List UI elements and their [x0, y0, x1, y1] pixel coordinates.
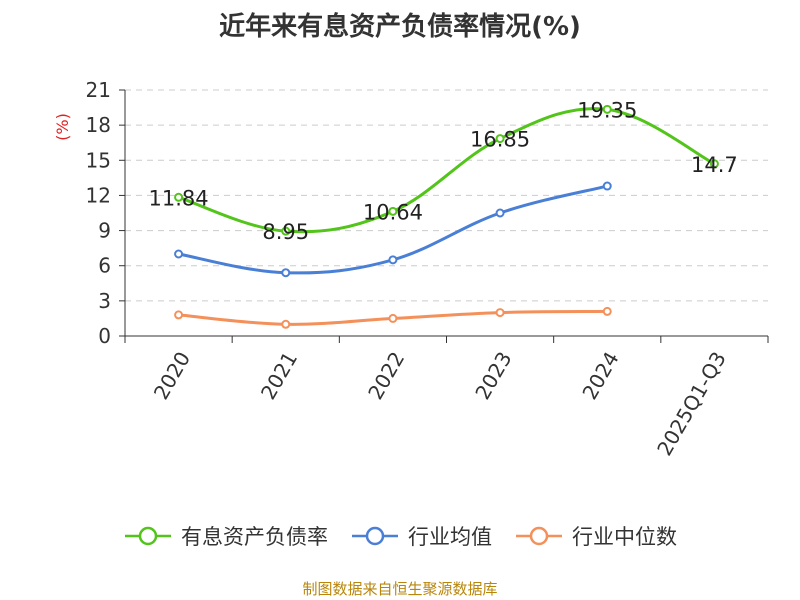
legend-label: 行业均值 [408, 525, 492, 549]
x-tick-label: 2022 [363, 348, 409, 404]
data-label: 11.84 [149, 186, 209, 210]
data-point [281, 319, 291, 329]
legend-label: 有息资产负债率 [181, 525, 328, 549]
legend-item[interactable]: 行业中位数 [514, 521, 677, 551]
data-point [602, 306, 612, 316]
legend-marker-icon [352, 526, 398, 546]
legend-marker-icon [125, 526, 171, 546]
y-tick-label: 15 [86, 148, 111, 172]
y-tick-label: 3 [98, 289, 111, 313]
x-tick-label: 2024 [577, 348, 623, 404]
data-label: 16.85 [470, 128, 530, 152]
data-point [495, 308, 505, 318]
data-label: 8.95 [262, 220, 309, 244]
y-tick-label: 21 [86, 78, 111, 102]
y-axis-label: (%) [53, 113, 72, 141]
x-tick-label: 2023 [470, 348, 516, 404]
legend-item[interactable]: 有息资产负债率 [123, 521, 328, 551]
y-tick-label: 12 [86, 183, 111, 207]
x-tick-label: 2025Q1-Q3 [652, 348, 731, 460]
data-label: 10.64 [363, 200, 423, 224]
legend-item[interactable]: 行业均值 [350, 521, 492, 551]
data-point [388, 255, 398, 265]
legend-marker-icon [516, 526, 562, 546]
x-tick-label: 2021 [256, 348, 302, 404]
y-tick-label: 9 [98, 219, 111, 243]
data-label: 19.35 [577, 98, 637, 122]
source-note: 制图数据来自恒生聚源数据库 [302, 580, 498, 598]
legend-label: 行业中位数 [572, 525, 677, 549]
y-tick-label: 0 [98, 324, 111, 348]
series-line-0 [178, 107, 716, 234]
data-point [388, 206, 398, 216]
x-tick-label: 2020 [149, 348, 195, 404]
data-point [388, 313, 398, 323]
chart-title: 近年来有息资产负债率情况(%) [219, 12, 581, 42]
data-point [495, 134, 505, 144]
y-tick-label: 6 [98, 254, 111, 278]
data-label: 14.7 [691, 153, 738, 177]
data-point [174, 249, 184, 259]
data-point [174, 192, 184, 202]
legend: 有息资产负债率 行业均值 行业中位数 [0, 521, 800, 551]
data-point [281, 268, 291, 278]
data-point [281, 226, 291, 236]
y-tick-label: 18 [86, 113, 111, 137]
data-point [602, 104, 612, 114]
data-point [495, 208, 505, 218]
data-point [174, 310, 184, 320]
data-point [709, 159, 719, 169]
data-point [602, 181, 612, 191]
